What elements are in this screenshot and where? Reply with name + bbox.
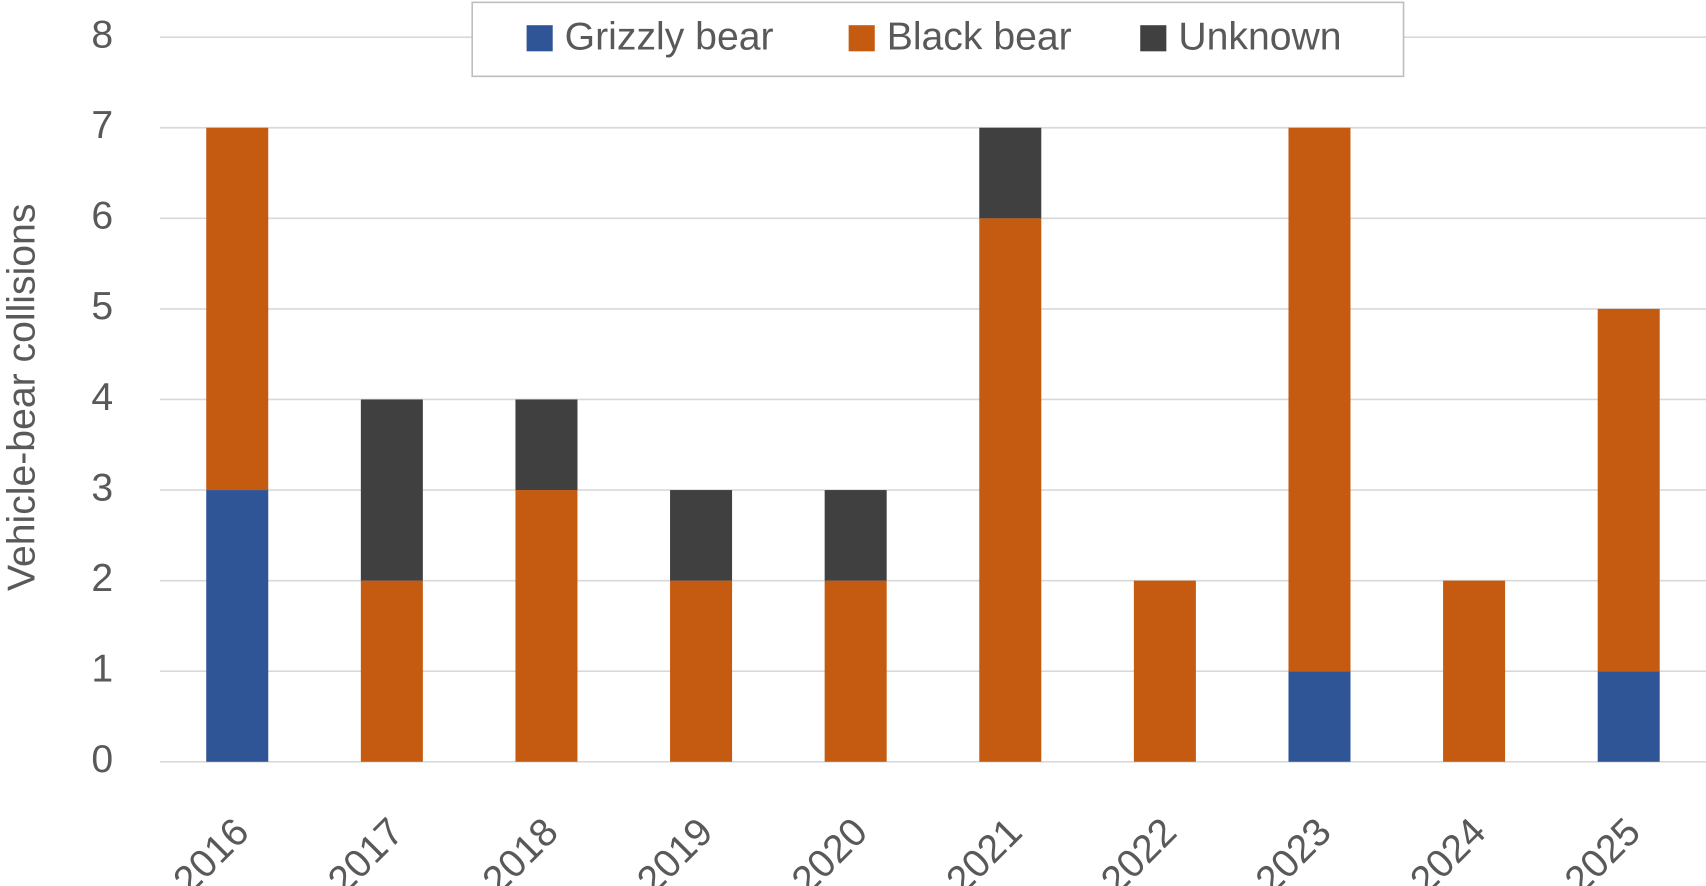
bar-segment <box>1288 671 1351 762</box>
bar-segment <box>1597 308 1660 672</box>
y-axis-label: Vehicle-bear collisions <box>0 204 43 591</box>
bar-segment <box>515 399 578 491</box>
x-tick-label: 2024 <box>1402 810 1494 886</box>
legend-swatch <box>1140 25 1167 52</box>
y-tick-label: 7 <box>91 104 113 147</box>
x-tick-label: 2023 <box>1248 810 1340 886</box>
y-tick-label: 8 <box>91 14 113 57</box>
y-tick-label: 2 <box>91 557 113 600</box>
bar-segment <box>206 490 269 762</box>
bar-segment <box>1288 127 1351 672</box>
x-tick-label: 2022 <box>1093 810 1185 886</box>
legend-swatch <box>848 25 875 52</box>
legend-swatch <box>526 25 553 52</box>
x-tick-label: 2016 <box>165 810 257 886</box>
bar-segment <box>515 490 578 762</box>
bar-segment <box>360 580 423 762</box>
bar-segment <box>979 127 1042 219</box>
bar-segment <box>1443 580 1506 762</box>
bar-segment <box>360 399 423 581</box>
bar-segment <box>206 127 269 491</box>
bar-segment <box>670 490 733 581</box>
bar-segment <box>824 490 887 581</box>
bar-segment <box>979 218 1042 762</box>
legend-label: Grizzly bear <box>565 16 774 59</box>
x-tick-label: 2018 <box>475 810 567 886</box>
legend-box <box>471 1 1405 78</box>
x-tick-label: 2017 <box>320 810 412 886</box>
legend-label: Unknown <box>1178 16 1341 59</box>
bar-segment <box>1597 671 1660 762</box>
y-tick-label: 6 <box>91 195 113 238</box>
y-tick-label: 4 <box>91 376 113 419</box>
y-tick-label: 5 <box>91 285 113 328</box>
bar-segment <box>670 580 733 762</box>
legend-label: Black bear <box>887 16 1072 59</box>
x-tick-label: 2019 <box>629 810 721 886</box>
y-tick-label: 1 <box>91 648 113 691</box>
x-tick-label: 2020 <box>784 810 876 886</box>
x-tick-label: 2021 <box>938 810 1030 886</box>
bar-segment <box>824 580 887 762</box>
x-tick-label: 2025 <box>1557 810 1649 886</box>
y-tick-label: 3 <box>91 466 113 509</box>
bar-segment <box>1133 580 1196 762</box>
y-tick-label: 0 <box>91 738 113 781</box>
